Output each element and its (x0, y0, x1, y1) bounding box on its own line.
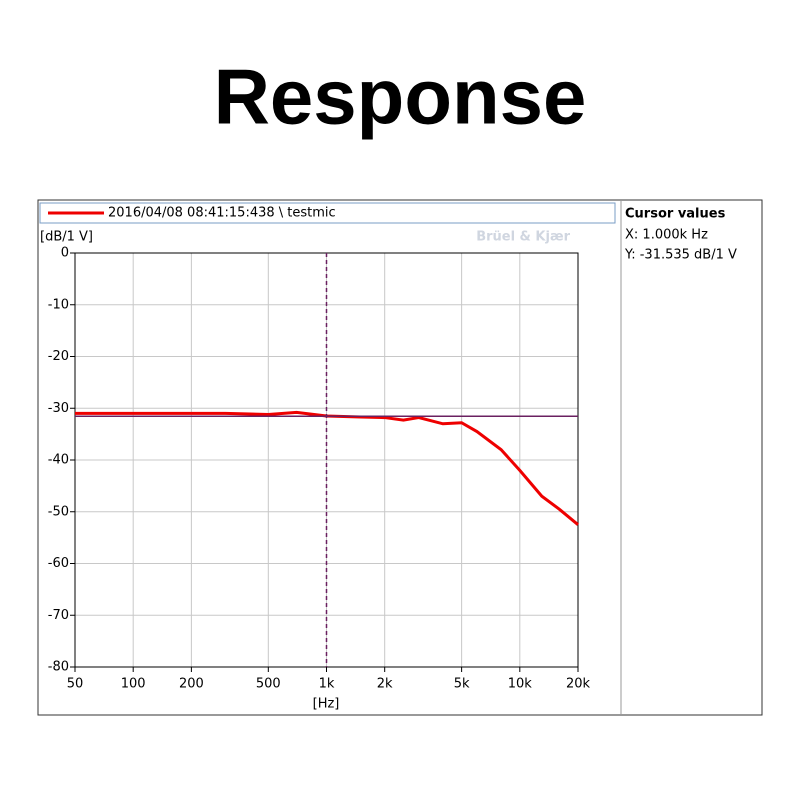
legend-label: 2016/04/08 08:41:15:438 \ testmic (108, 206, 336, 221)
legend (39, 202, 616, 224)
y-tick-label: -40 (48, 453, 69, 468)
x-tick-label: 100 (121, 677, 146, 692)
x-tick-label: 20k (566, 677, 591, 692)
y-tick-label: -70 (48, 608, 69, 623)
y-tick-label: -10 (48, 297, 69, 312)
series-line (75, 410, 579, 526)
y-tick-label: -50 (48, 504, 69, 519)
cursor-y: Y: -31.535 dB/1 V (624, 248, 737, 263)
y-tick-label: -80 (48, 660, 69, 675)
cursor-x: X: 1.000k Hz (625, 228, 708, 243)
x-tick-label: 500 (256, 677, 281, 692)
y-tick-label: -60 (48, 556, 69, 571)
x-tick-label: 1k (319, 677, 335, 692)
y-axis-label: [dB/1 V] (40, 230, 93, 245)
y-tick-label: -30 (48, 401, 69, 416)
x-tick-label: 5k (454, 677, 470, 692)
cursor-panel: Cursor values X: 1.000k Hz Y: -31.535 dB… (624, 207, 737, 263)
x-tick-label: 2k (377, 677, 393, 692)
x-tick-label: 200 (179, 677, 204, 692)
y-tick-label: 0 (61, 246, 69, 261)
cursor-title: Cursor values (625, 207, 726, 222)
chart-title: Response (214, 53, 587, 141)
y-tick-label: -20 (48, 349, 69, 364)
x-tick-label: 10k (508, 677, 533, 692)
watermark: Brüel & Kjær (476, 230, 570, 245)
x-axis-label: [Hz] (313, 697, 340, 712)
x-tick-label: 50 (67, 677, 84, 692)
